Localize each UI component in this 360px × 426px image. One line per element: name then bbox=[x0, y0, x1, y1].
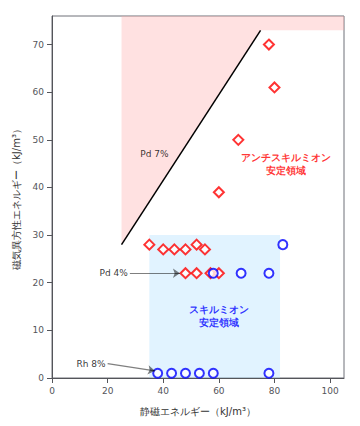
svg-text:60: 60 bbox=[33, 87, 45, 97]
svg-text:40: 40 bbox=[158, 386, 170, 396]
svg-text:Pd 7%: Pd 7% bbox=[140, 149, 169, 159]
svg-text:30: 30 bbox=[33, 230, 45, 240]
svg-text:70: 70 bbox=[33, 40, 45, 50]
svg-text:安定領域: 安定領域 bbox=[199, 317, 239, 328]
svg-text:静磁エネルギー（kJ/m³）: 静磁エネルギー（kJ/m³） bbox=[140, 406, 256, 417]
svg-text:スキルミオン: スキルミオン bbox=[189, 304, 249, 315]
svg-text:60: 60 bbox=[213, 386, 225, 396]
svg-text:40: 40 bbox=[33, 182, 45, 192]
svg-text:0: 0 bbox=[38, 373, 44, 383]
svg-text:安定領域: 安定領域 bbox=[266, 165, 306, 176]
svg-text:100: 100 bbox=[322, 386, 339, 396]
svg-text:20: 20 bbox=[33, 278, 45, 288]
svg-text:0: 0 bbox=[49, 386, 55, 396]
svg-text:Rh 8%: Rh 8% bbox=[77, 359, 107, 369]
svg-text:50: 50 bbox=[33, 135, 45, 145]
svg-text:Pd 4%: Pd 4% bbox=[100, 268, 129, 278]
svg-text:20: 20 bbox=[102, 386, 114, 396]
svg-text:磁気異方性エネルギー（kJ/m³）: 磁気異方性エネルギー（kJ/m³） bbox=[11, 124, 22, 271]
svg-text:10: 10 bbox=[33, 325, 45, 335]
svg-text:80: 80 bbox=[269, 386, 281, 396]
svg-text:アンチスキルミオン: アンチスキルミオン bbox=[241, 152, 331, 163]
